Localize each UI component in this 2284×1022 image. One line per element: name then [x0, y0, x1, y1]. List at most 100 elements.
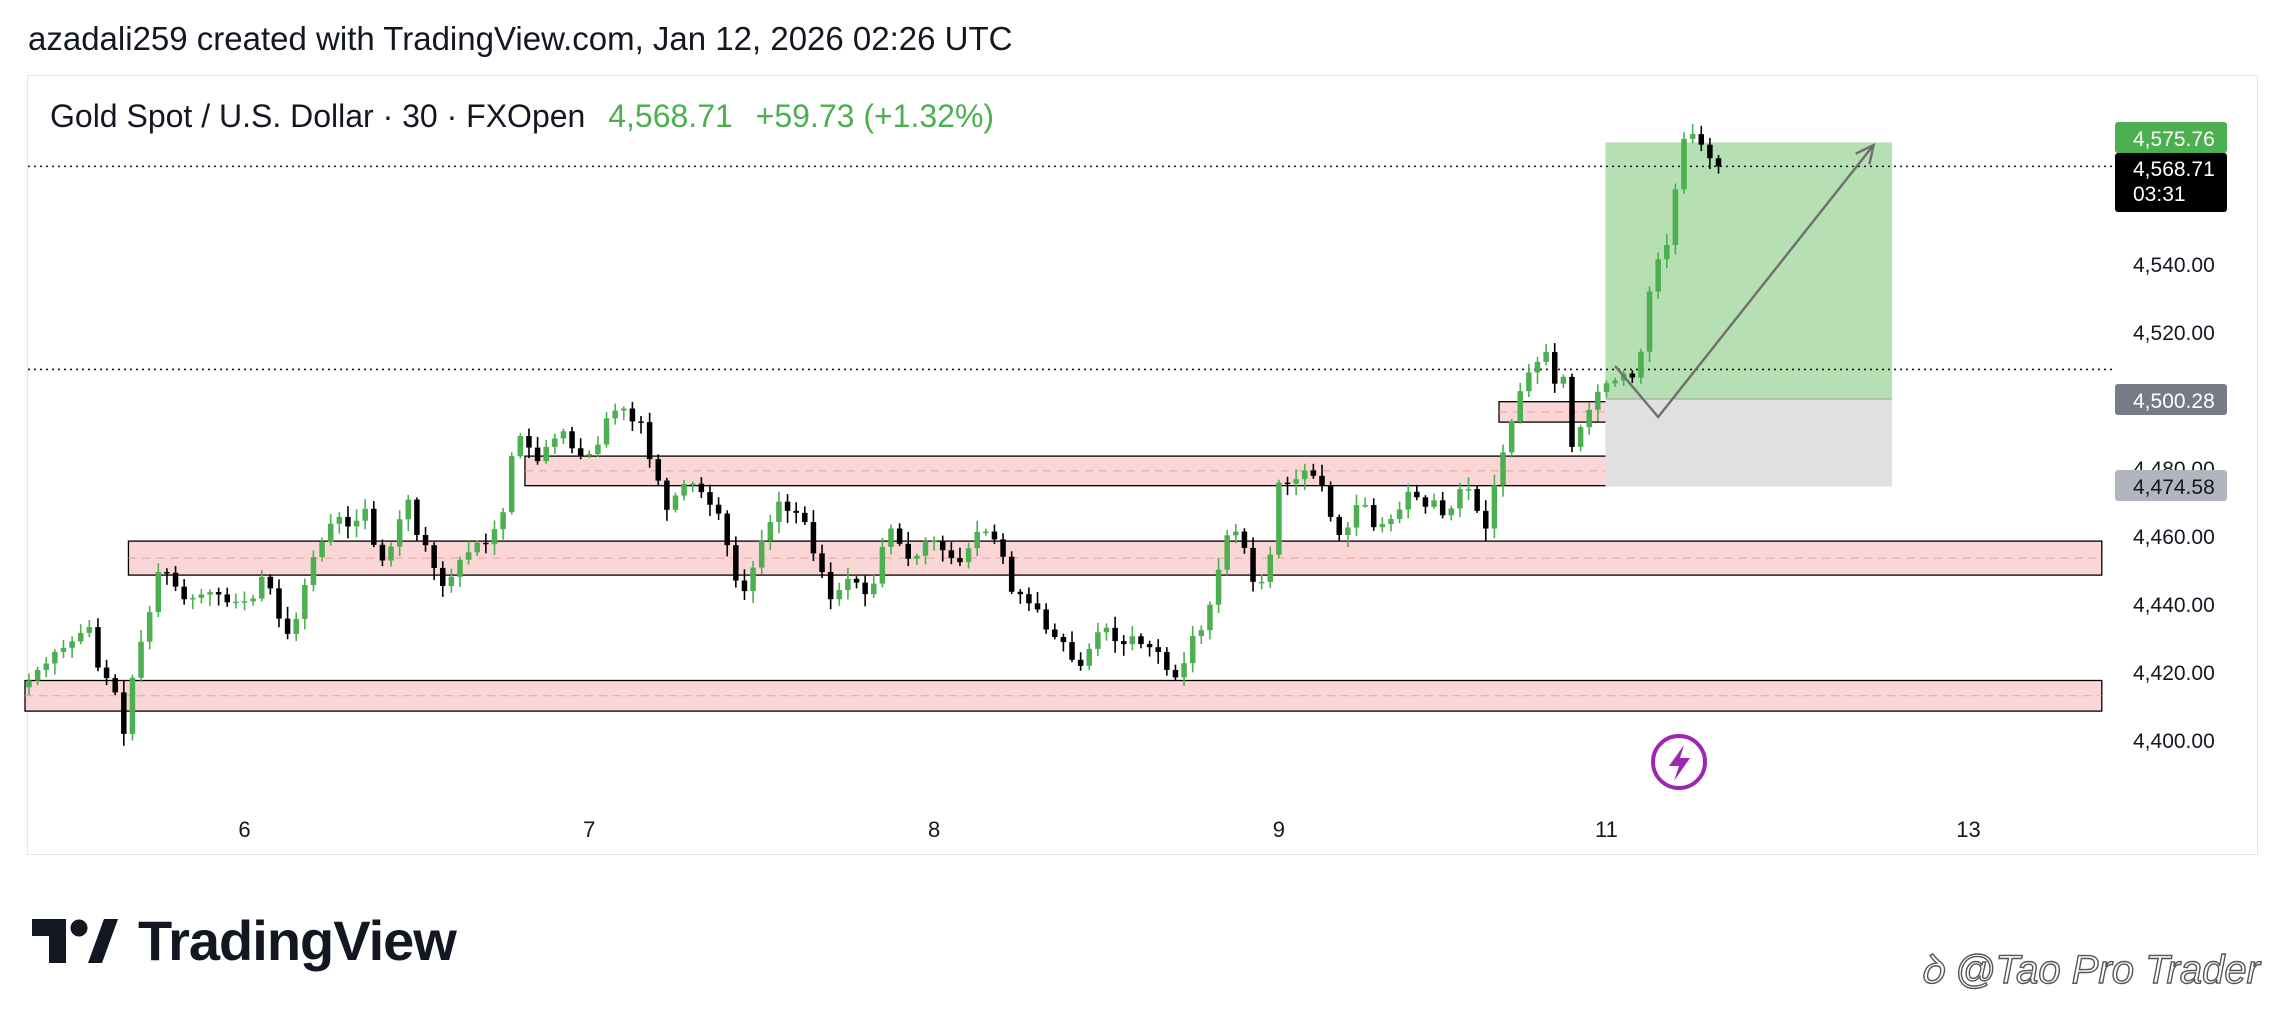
candle	[1534, 356, 1541, 385]
candle	[896, 523, 903, 547]
candle-body	[784, 501, 791, 511]
candle	[1069, 631, 1075, 663]
candle-body	[129, 677, 136, 734]
position-layer	[1605, 142, 1892, 487]
candle	[155, 563, 162, 618]
projection-arrow[interactable]	[1614, 144, 1875, 419]
candle	[983, 528, 989, 536]
candle	[810, 510, 817, 562]
candle	[276, 579, 282, 628]
candle-body	[1569, 376, 1575, 447]
candle-body	[353, 520, 360, 527]
candle	[440, 561, 446, 597]
candle-body	[422, 534, 429, 546]
stop-zone[interactable]	[1605, 399, 1892, 487]
time-tick-label-4: 11	[1595, 817, 1618, 842]
candle	[1388, 514, 1394, 532]
legend-symbol[interactable]: Gold Spot / U.S. Dollar · 30 · FXOpen	[50, 98, 586, 134]
candle	[802, 506, 808, 525]
candle	[491, 520, 498, 556]
watermark: ꝺ @Tao Pro Trader	[1919, 940, 2261, 995]
candle	[914, 553, 920, 565]
candle-body	[34, 669, 41, 681]
candle-body	[1517, 391, 1524, 422]
tradingview-brand[interactable]: TradingView	[32, 908, 457, 973]
candle-body	[612, 410, 618, 419]
candle-body	[164, 572, 170, 574]
candle	[1379, 517, 1386, 533]
candle-body	[1250, 547, 1256, 582]
candle	[1577, 424, 1584, 452]
candle	[931, 536, 937, 551]
candle-body	[190, 597, 196, 600]
candle	[508, 452, 515, 515]
candle-body	[1448, 508, 1455, 516]
candle	[672, 492, 679, 513]
candle	[1457, 482, 1463, 518]
candle	[646, 412, 653, 468]
candle	[1353, 494, 1360, 536]
candle-body	[241, 601, 248, 603]
candle-body	[1551, 352, 1558, 384]
candle-body	[664, 480, 670, 510]
candle-body	[939, 540, 946, 551]
candle-body	[121, 692, 127, 734]
candle	[922, 537, 929, 565]
candle-body	[655, 459, 662, 481]
candle	[1500, 444, 1506, 497]
profit-zone[interactable]	[1605, 142, 1892, 400]
candle	[77, 624, 84, 645]
candle-body	[95, 627, 101, 668]
candle	[948, 542, 955, 565]
candle-body	[431, 545, 437, 568]
candle	[689, 481, 696, 493]
candle-body	[1034, 603, 1041, 610]
candle	[586, 450, 593, 458]
price-tick-label-6: 4,540.00	[2133, 254, 2215, 277]
candle-body	[715, 504, 722, 514]
candle	[629, 401, 636, 431]
chart-frame	[27, 75, 2258, 855]
candle-body	[1586, 409, 1592, 428]
candle-body	[827, 572, 834, 600]
candle	[879, 537, 886, 588]
candle-body	[1172, 669, 1179, 678]
zone-0[interactable]	[524, 455, 1612, 487]
candle	[1362, 497, 1368, 508]
candle	[1008, 551, 1015, 595]
candle-body	[77, 632, 84, 642]
tradingview-logo-icon	[32, 918, 118, 963]
candle	[1026, 587, 1032, 612]
candle	[1715, 155, 1722, 174]
candle	[215, 587, 222, 606]
candle	[1017, 589, 1024, 604]
candle	[95, 618, 101, 672]
candle	[1172, 664, 1179, 682]
candle-body	[1646, 291, 1653, 352]
lightning-icon[interactable]	[1651, 734, 1707, 790]
candle-body	[172, 572, 179, 587]
candle	[1207, 601, 1213, 640]
candle	[793, 502, 799, 524]
candle-body	[724, 513, 730, 546]
candle	[207, 589, 213, 606]
candle-body	[646, 422, 653, 460]
candle-body	[207, 592, 213, 595]
candle	[371, 501, 377, 548]
candle	[827, 562, 834, 610]
candle	[1250, 537, 1256, 592]
candle	[319, 537, 325, 562]
candle	[414, 497, 420, 541]
legend-change: +59.73 (+1.32%)	[755, 98, 995, 134]
countdown-label: 03:31	[2133, 183, 2186, 206]
candle	[526, 428, 532, 459]
candle-body	[146, 612, 153, 642]
candle	[1120, 635, 1127, 656]
candle-body	[388, 546, 394, 561]
candle	[1689, 124, 1696, 144]
zones-layer	[24, 401, 2103, 712]
time-tick-label-1: 7	[583, 817, 595, 842]
candle-body	[1138, 636, 1144, 645]
candle-body	[767, 522, 774, 541]
